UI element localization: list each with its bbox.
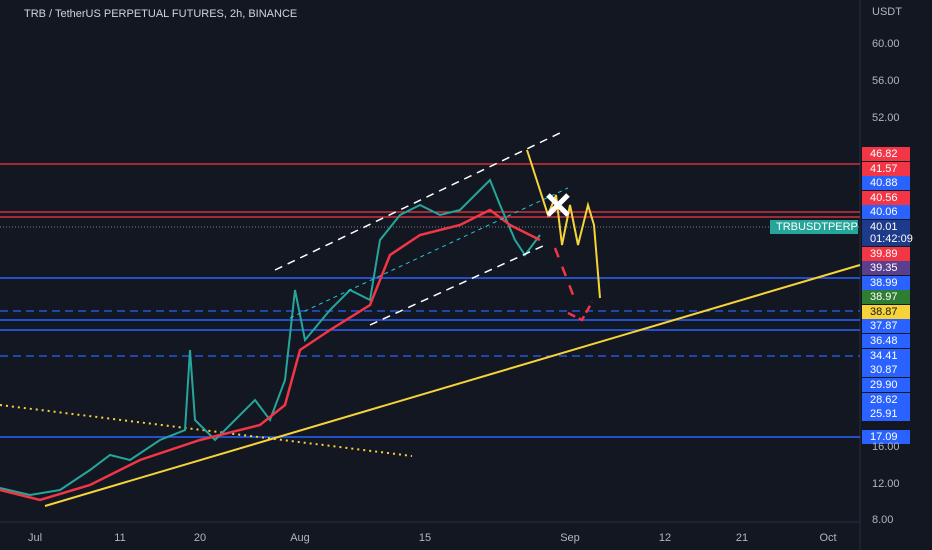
time-label: Sep <box>560 532 580 544</box>
time-label: 21 <box>736 532 748 544</box>
price-tag <box>862 162 910 176</box>
price-tag-label: 39.89 <box>870 248 898 260</box>
price-tag <box>862 261 910 275</box>
price-tag <box>862 232 910 246</box>
time-label: 12 <box>659 532 671 544</box>
price-tag <box>862 349 910 363</box>
price-label: 60.00 <box>872 38 900 50</box>
moving-average <box>0 208 541 502</box>
price-tag <box>862 319 910 333</box>
price-tag <box>862 290 910 304</box>
time-label: Jul <box>28 532 42 544</box>
price-tag-label: 40.88 <box>870 177 898 189</box>
chart-title: TRB / TetherUS PERPETUAL FUTURES, 2h, BI… <box>24 8 297 20</box>
price-tag <box>862 220 910 234</box>
projection-red <box>553 247 577 301</box>
price-tag <box>862 176 910 190</box>
price-tag-label: 41.57 <box>870 163 898 175</box>
price-tag <box>862 430 910 444</box>
price-tag <box>862 247 910 261</box>
price-tag <box>862 205 910 219</box>
price-tag-label: 46.82 <box>870 148 898 160</box>
price-tag <box>862 305 910 319</box>
price-tag-label: 40.01 <box>870 221 898 233</box>
axis-unit: USDT <box>872 6 902 18</box>
price-tag-label: 39.35 <box>870 262 898 274</box>
price-tag <box>862 407 910 421</box>
projection-red <box>567 301 594 322</box>
channel-upper <box>274 131 563 271</box>
price-tag <box>862 334 910 348</box>
price-tag-label: 34.41 <box>870 350 898 362</box>
price-tag-label: 38.99 <box>870 277 898 289</box>
price-label: 52.00 <box>872 112 900 124</box>
price-label: 16.00 <box>872 441 900 453</box>
x-mark <box>546 193 570 217</box>
trendline <box>44 264 861 507</box>
channel-mid <box>289 187 569 319</box>
price-tag-label: 40.56 <box>870 192 898 204</box>
price-tag-label: 30.87 <box>870 364 898 376</box>
price-label: 8.00 <box>872 514 893 526</box>
time-label: 15 <box>419 532 431 544</box>
time-label: Aug <box>290 532 310 544</box>
price-tag-label: 38.97 <box>870 291 898 303</box>
time-label: Oct <box>819 532 836 544</box>
price-tag-label: 01:42:09 <box>870 233 913 245</box>
price-tag <box>862 191 910 205</box>
price-tag <box>862 363 910 377</box>
price-label: 56.00 <box>872 75 900 87</box>
price-tag-label: 29.90 <box>870 379 898 391</box>
price-tag <box>862 147 910 161</box>
channel-lower <box>369 244 546 326</box>
projection <box>526 149 601 299</box>
symbol-tag-label: TRBUSDTPERP <box>776 221 858 233</box>
time-label: 11 <box>114 532 125 544</box>
price-tag-label: 28.62 <box>870 394 898 406</box>
symbol-tag <box>770 220 858 234</box>
price-tag <box>862 276 910 290</box>
price-tag-label: 17.09 <box>870 431 898 443</box>
time-label: 20 <box>194 532 206 544</box>
price-path <box>0 178 541 497</box>
price-tag-label: 40.06 <box>870 206 898 218</box>
price-tag-label: 37.87 <box>870 320 898 332</box>
price-tag-label: 38.87 <box>870 306 898 318</box>
price-tag-label: 25.91 <box>870 408 898 420</box>
price-tag <box>862 378 910 392</box>
level-lines <box>0 163 860 438</box>
price-tag-label: 36.48 <box>870 335 898 347</box>
price-label: 12.00 <box>872 478 900 490</box>
price-tag <box>862 393 910 407</box>
